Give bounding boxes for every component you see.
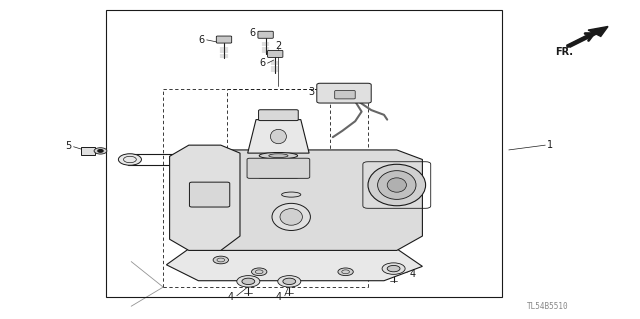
FancyBboxPatch shape — [258, 31, 273, 38]
Text: 2: 2 — [275, 41, 282, 51]
FancyBboxPatch shape — [268, 50, 283, 57]
Ellipse shape — [387, 178, 406, 192]
Circle shape — [237, 276, 260, 287]
FancyBboxPatch shape — [259, 110, 298, 121]
FancyBboxPatch shape — [335, 91, 355, 99]
Circle shape — [98, 150, 103, 152]
Text: 4: 4 — [227, 292, 234, 302]
Text: TL54B5510: TL54B5510 — [526, 302, 568, 311]
Circle shape — [382, 263, 405, 274]
Polygon shape — [198, 150, 422, 250]
FancyBboxPatch shape — [259, 168, 298, 178]
FancyBboxPatch shape — [317, 83, 371, 103]
Polygon shape — [170, 145, 240, 250]
Ellipse shape — [269, 154, 288, 158]
Circle shape — [242, 278, 255, 285]
Bar — [81, 147, 95, 155]
Ellipse shape — [270, 130, 287, 144]
FancyBboxPatch shape — [247, 158, 310, 178]
Text: 1: 1 — [547, 140, 554, 150]
Bar — [106, 10, 502, 297]
Circle shape — [387, 265, 400, 272]
Circle shape — [283, 278, 296, 285]
Ellipse shape — [280, 209, 302, 225]
Circle shape — [118, 154, 141, 165]
Polygon shape — [166, 249, 422, 281]
Ellipse shape — [272, 204, 310, 230]
FancyArrow shape — [566, 26, 608, 47]
Polygon shape — [248, 120, 309, 153]
Circle shape — [252, 268, 267, 276]
FancyBboxPatch shape — [189, 182, 230, 207]
Text: 6: 6 — [259, 58, 266, 68]
Circle shape — [338, 268, 353, 276]
Text: 3: 3 — [308, 87, 315, 97]
Circle shape — [278, 276, 301, 287]
Ellipse shape — [282, 192, 301, 197]
Text: FR.: FR. — [556, 47, 573, 57]
Circle shape — [213, 256, 228, 264]
Text: 4: 4 — [275, 292, 282, 302]
Text: 6: 6 — [198, 35, 205, 45]
Ellipse shape — [259, 152, 298, 159]
Circle shape — [94, 148, 107, 154]
Text: 4: 4 — [410, 269, 416, 279]
Text: 6: 6 — [250, 28, 256, 39]
Ellipse shape — [368, 164, 426, 206]
Ellipse shape — [378, 171, 416, 199]
Text: 5: 5 — [65, 141, 72, 151]
FancyBboxPatch shape — [216, 36, 232, 43]
